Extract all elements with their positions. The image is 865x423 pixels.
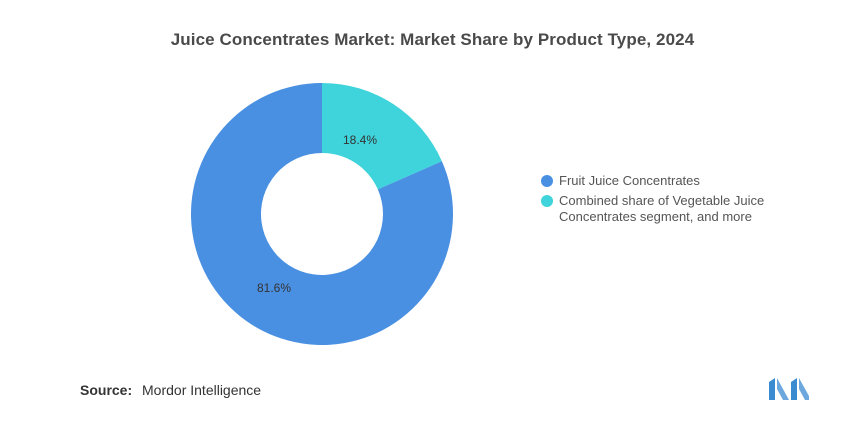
logo-mark-part	[777, 378, 789, 400]
logo-mark-part	[799, 378, 809, 400]
legend-label-vegetable: Combined share of Vegetable Juice Concen…	[559, 193, 765, 224]
source-note: Source: Mordor Intelligence	[80, 382, 261, 398]
legend-label-fruit: Fruit Juice Concentrates	[559, 173, 700, 188]
donut-slice-label-1: 81.6%	[257, 281, 291, 295]
logo-mark-part	[791, 378, 797, 400]
donut-slice-0	[322, 83, 442, 190]
legend-swatch-vegetable	[541, 195, 553, 207]
donut-slice-label-0: 18.4%	[343, 133, 377, 147]
source-value: Mordor Intelligence	[142, 382, 262, 398]
chart-legend: Fruit Juice Concentrates Combined share …	[541, 173, 801, 229]
donut-slice-1	[191, 83, 454, 345]
legend-swatch-fruit	[541, 175, 553, 187]
legend-item-vegetable: Combined share of Vegetable Juice Concen…	[541, 193, 801, 225]
legend-item-fruit: Fruit Juice Concentrates	[541, 173, 801, 189]
logo-mark-part	[769, 378, 775, 400]
chart-title: Juice Concentrates Market: Market Share …	[170, 30, 695, 49]
mordor-intelligence-logo	[769, 378, 809, 400]
source-label: Source:	[80, 382, 133, 398]
